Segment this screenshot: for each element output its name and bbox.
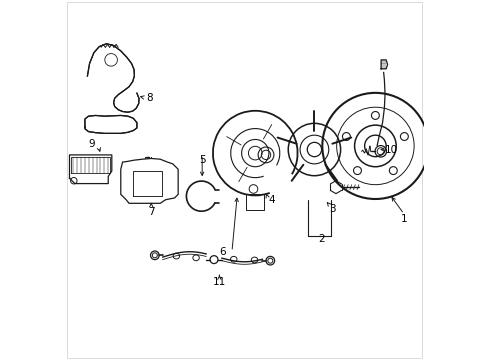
Polygon shape [85,116,137,134]
Text: 3: 3 [328,204,335,214]
Text: 11: 11 [212,277,225,287]
Text: 8: 8 [146,93,152,103]
Polygon shape [69,155,112,184]
Text: 7: 7 [148,207,154,217]
Text: 10: 10 [384,144,397,154]
Polygon shape [87,44,139,112]
Text: 2: 2 [318,234,324,244]
Text: 6: 6 [219,247,226,257]
Text: 9: 9 [89,139,95,149]
Text: 5: 5 [199,155,205,165]
Text: 1: 1 [400,215,407,224]
Polygon shape [121,158,178,203]
Text: 4: 4 [267,195,274,205]
